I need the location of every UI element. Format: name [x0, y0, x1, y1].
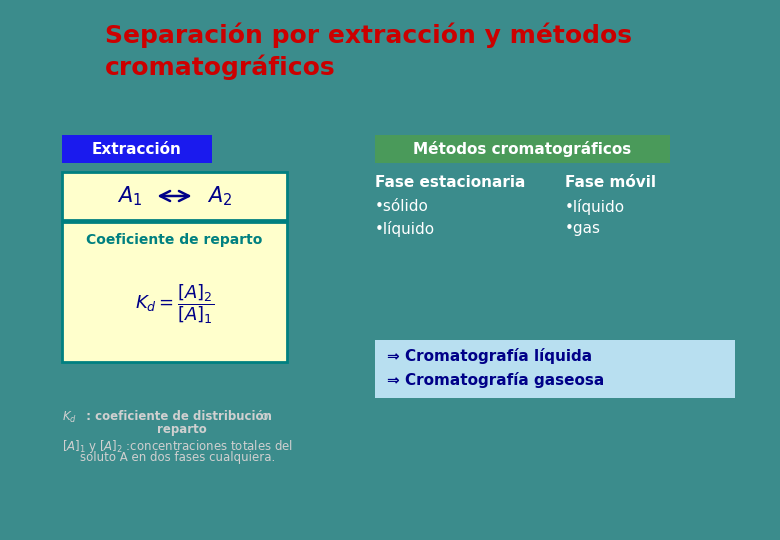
FancyBboxPatch shape — [62, 172, 287, 220]
FancyBboxPatch shape — [62, 135, 212, 163]
FancyBboxPatch shape — [375, 340, 735, 398]
Text: ⇒ Cromatografía gaseosa: ⇒ Cromatografía gaseosa — [387, 372, 604, 388]
Text: $A_2$: $A_2$ — [207, 184, 232, 208]
Text: : coeficiente de distribución: : coeficiente de distribución — [82, 410, 272, 423]
Text: $A_1$: $A_1$ — [117, 184, 142, 208]
FancyBboxPatch shape — [62, 222, 287, 362]
Text: •líquido: •líquido — [565, 199, 625, 215]
Text: Coeficiente de reparto: Coeficiente de reparto — [87, 233, 263, 247]
Text: soluto A en dos fases cualquiera.: soluto A en dos fases cualquiera. — [80, 451, 275, 464]
Text: $K_d$: $K_d$ — [62, 410, 77, 425]
Text: •líquido: •líquido — [375, 221, 435, 237]
Text: •gas: •gas — [565, 221, 601, 236]
Text: Fase estacionaria: Fase estacionaria — [375, 175, 526, 190]
Text: $K_d = \dfrac{[A]_2}{[A]_1}$: $K_d = \dfrac{[A]_2}{[A]_1}$ — [135, 282, 215, 326]
FancyBboxPatch shape — [375, 135, 670, 163]
Text: •sólido: •sólido — [375, 199, 429, 214]
Text: o: o — [250, 410, 268, 423]
Text: Separación por extracción y métodos: Separación por extracción y métodos — [105, 22, 632, 48]
Text: ⇒ Cromatografía líquida: ⇒ Cromatografía líquida — [387, 348, 592, 364]
Text: Fase móvil: Fase móvil — [565, 175, 656, 190]
Text: reparto: reparto — [157, 423, 207, 436]
Text: cromatográficos: cromatográficos — [105, 55, 335, 80]
Text: Métodos cromatográficos: Métodos cromatográficos — [413, 141, 632, 157]
Text: Extracción: Extracción — [92, 141, 182, 157]
Text: $[A]_1$ y $[A]_2$ :concentraciones totales del: $[A]_1$ y $[A]_2$ :concentraciones total… — [62, 438, 293, 455]
